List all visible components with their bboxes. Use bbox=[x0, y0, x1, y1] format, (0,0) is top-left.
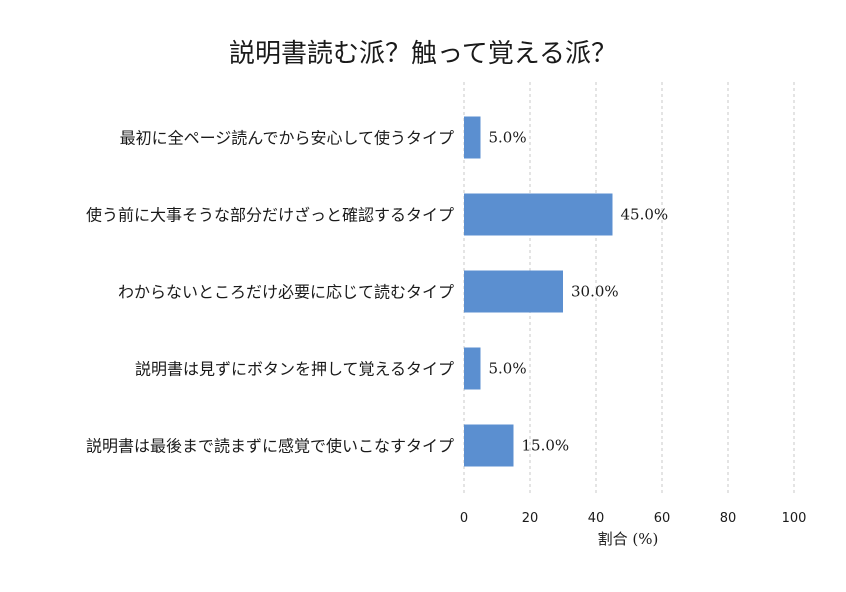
x-axis-label: 割合 (%) bbox=[598, 530, 659, 548]
value-label: 5.0% bbox=[489, 129, 527, 147]
x-tick-label: 100 bbox=[782, 511, 807, 526]
value-label: 5.0% bbox=[489, 360, 527, 378]
bar bbox=[464, 116, 481, 159]
x-tick-label: 80 bbox=[720, 511, 737, 526]
value-label: 15.0% bbox=[522, 437, 570, 455]
x-tick-label: 60 bbox=[654, 511, 671, 526]
bar bbox=[464, 347, 481, 390]
value-label: 30.0% bbox=[571, 283, 619, 301]
category-label: 最初に全ページ読んでから安心して使うタイプ bbox=[120, 129, 454, 148]
bars bbox=[464, 116, 613, 467]
x-tick-label: 40 bbox=[588, 511, 605, 526]
chart-title: 説明書読む派？触って覚える派？ bbox=[229, 39, 617, 69]
category-label: 説明書は見ずにボタンを押して覚えるタイプ bbox=[135, 360, 454, 379]
category-labels: 最初に全ページ読んでから安心して使うタイプ使う前に大事そうな部分だけざっと確認す… bbox=[86, 129, 454, 456]
x-tick-label: 0 bbox=[460, 511, 468, 526]
value-labels: 5.0% 45.0% 30.0% 5.0% 15.0% bbox=[489, 129, 669, 455]
category-label: 説明書は最後まで読まずに感覚で使いこなすタイプ bbox=[86, 437, 454, 456]
category-label: わからないところだけ必要に応じて読むタイプ bbox=[118, 283, 454, 302]
category-label: 使う前に大事そうな部分だけざっと確認するタイプ bbox=[86, 206, 454, 225]
x-axis-ticks: 0 20 40 60 80 100 bbox=[460, 511, 807, 526]
bar bbox=[464, 424, 514, 467]
x-tick-label: 20 bbox=[522, 511, 539, 526]
value-label: 45.0% bbox=[621, 206, 669, 224]
bar bbox=[464, 270, 563, 313]
bar bbox=[464, 193, 613, 236]
